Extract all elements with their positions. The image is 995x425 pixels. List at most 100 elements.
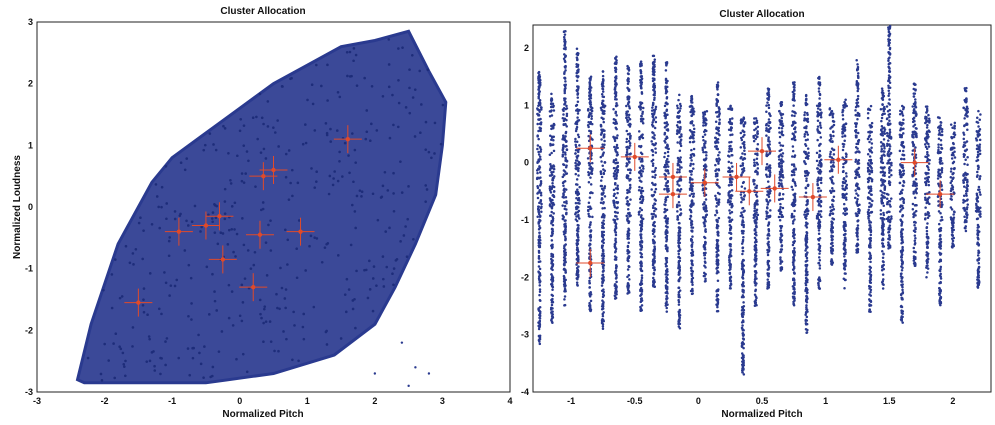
data-point bbox=[564, 243, 567, 246]
data-point bbox=[717, 106, 721, 110]
data-point bbox=[690, 192, 694, 196]
data-point bbox=[818, 236, 822, 240]
data-point bbox=[265, 274, 269, 277]
data-point bbox=[562, 283, 566, 286]
data-point bbox=[805, 239, 808, 242]
data-point bbox=[792, 256, 795, 259]
data-point bbox=[576, 85, 579, 88]
data-point bbox=[626, 258, 630, 262]
data-point bbox=[131, 252, 135, 255]
data-point bbox=[588, 91, 591, 95]
data-point bbox=[781, 124, 785, 128]
data-point bbox=[831, 119, 835, 123]
data-point bbox=[550, 198, 553, 202]
data-point bbox=[536, 147, 539, 151]
data-point bbox=[601, 74, 605, 78]
data-point bbox=[537, 265, 541, 268]
data-point bbox=[262, 321, 265, 325]
data-point bbox=[704, 198, 708, 201]
data-point bbox=[663, 155, 666, 159]
data-point bbox=[118, 345, 121, 348]
data-point bbox=[819, 181, 823, 185]
data-point bbox=[370, 84, 374, 88]
data-point bbox=[805, 231, 809, 235]
data-point bbox=[731, 117, 734, 120]
data-point bbox=[716, 110, 719, 114]
data-point bbox=[626, 64, 629, 68]
data-point bbox=[804, 94, 808, 98]
data-point bbox=[843, 193, 847, 197]
data-point bbox=[716, 231, 719, 234]
data-point bbox=[540, 202, 543, 206]
data-point bbox=[778, 131, 781, 134]
data-point bbox=[676, 218, 680, 221]
data-point bbox=[588, 162, 592, 165]
data-point bbox=[392, 267, 396, 270]
data-point bbox=[626, 157, 629, 161]
data-point bbox=[855, 104, 859, 107]
data-point bbox=[577, 238, 580, 242]
data-point bbox=[537, 334, 541, 338]
data-point bbox=[754, 137, 757, 141]
data-point bbox=[249, 267, 253, 270]
data-point bbox=[641, 170, 645, 173]
data-point bbox=[818, 252, 821, 255]
data-point bbox=[741, 371, 744, 374]
data-point bbox=[602, 238, 605, 241]
data-point bbox=[262, 340, 265, 344]
data-point bbox=[842, 202, 846, 206]
data-point bbox=[562, 123, 565, 126]
data-point bbox=[857, 211, 861, 215]
chart-left-points bbox=[75, 29, 448, 388]
data-point bbox=[843, 220, 846, 224]
data-point bbox=[565, 208, 568, 211]
data-point bbox=[843, 229, 847, 233]
data-point bbox=[828, 107, 832, 110]
data-point bbox=[754, 134, 757, 137]
data-point bbox=[715, 198, 718, 202]
data-point bbox=[601, 70, 605, 73]
data-point bbox=[628, 118, 632, 121]
data-point bbox=[665, 234, 669, 238]
data-point bbox=[412, 237, 415, 241]
data-point bbox=[817, 102, 821, 105]
data-point bbox=[576, 227, 579, 231]
data-point bbox=[563, 187, 566, 190]
data-point bbox=[791, 155, 794, 158]
data-point bbox=[641, 122, 645, 125]
data-point bbox=[755, 234, 758, 237]
data-point bbox=[167, 239, 171, 243]
data-point bbox=[831, 226, 835, 230]
data-point bbox=[551, 143, 554, 147]
data-point bbox=[778, 218, 782, 222]
data-point bbox=[538, 267, 542, 271]
data-point bbox=[614, 211, 618, 214]
data-point bbox=[227, 316, 231, 320]
data-point bbox=[678, 318, 681, 322]
data-point bbox=[653, 235, 656, 238]
data-point bbox=[364, 268, 368, 272]
data-point bbox=[714, 194, 717, 198]
data-point bbox=[551, 243, 554, 246]
data-point bbox=[856, 224, 860, 227]
data-point bbox=[806, 147, 810, 150]
data-point bbox=[766, 253, 770, 257]
data-point bbox=[832, 182, 835, 185]
data-point bbox=[310, 83, 314, 87]
data-point bbox=[665, 310, 669, 313]
data-point bbox=[727, 128, 731, 132]
data-point bbox=[728, 117, 732, 121]
data-point bbox=[564, 80, 567, 83]
data-point bbox=[602, 219, 605, 222]
data-point bbox=[743, 146, 746, 150]
data-point bbox=[325, 133, 329, 137]
data-point bbox=[309, 234, 313, 238]
data-point bbox=[678, 229, 681, 233]
data-point bbox=[368, 288, 372, 291]
data-point bbox=[600, 289, 604, 292]
data-point bbox=[627, 98, 630, 101]
data-point bbox=[614, 182, 617, 185]
data-point bbox=[666, 146, 669, 150]
data-point bbox=[741, 324, 744, 327]
data-point bbox=[563, 145, 567, 148]
